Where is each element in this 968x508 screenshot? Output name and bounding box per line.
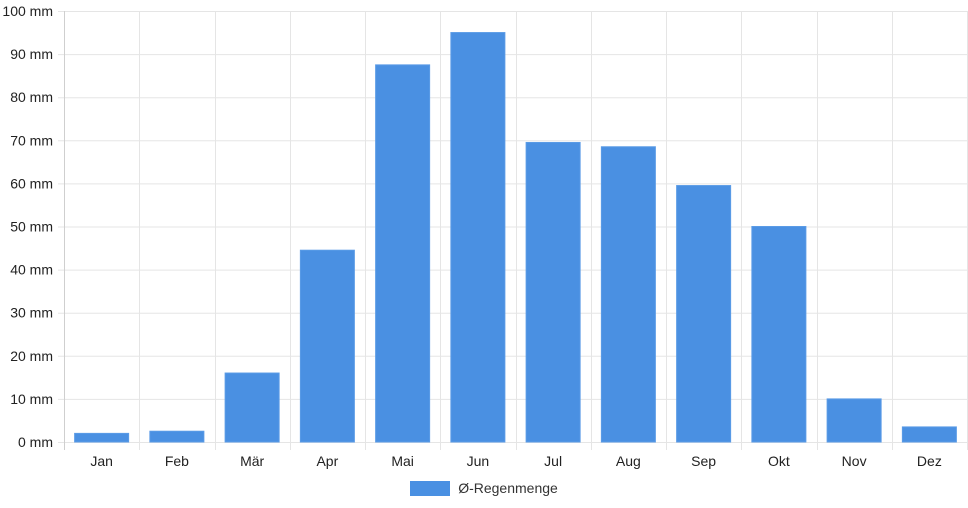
- x-tick-label: Aug: [616, 453, 641, 469]
- bar-apr[interactable]: [299, 249, 355, 443]
- grid: [58, 11, 968, 450]
- y-tick-label: 30 mm: [10, 305, 53, 321]
- bar-sep[interactable]: [676, 185, 732, 443]
- bar-mär[interactable]: [224, 372, 280, 443]
- legend[interactable]: Ø-Regenmenge: [0, 480, 968, 496]
- x-tick-label: Sep: [691, 453, 716, 469]
- y-tick-label: 80 mm: [10, 89, 53, 105]
- x-tick-label: Feb: [165, 453, 189, 469]
- x-tick-label: Mär: [240, 453, 264, 469]
- x-tick-label: Nov: [842, 453, 867, 469]
- bar-mai[interactable]: [375, 64, 431, 443]
- bar-okt[interactable]: [751, 226, 807, 443]
- x-tick-label: Jan: [90, 453, 113, 469]
- legend-swatch: [410, 480, 451, 496]
- x-tick-label: Apr: [316, 453, 338, 469]
- axes: 0 mm 10 mm 20 mm 30 mm 40 mm 50 mm 60 mm 70 mm 8…: [2, 3, 941, 469]
- bar-dez[interactable]: [901, 426, 957, 443]
- bar-nov[interactable]: [826, 398, 882, 443]
- y-tick-label: 60 mm: [10, 175, 53, 191]
- bar-jan[interactable]: [74, 432, 130, 443]
- y-tick-label: 40 mm: [10, 262, 53, 278]
- x-tick-label: Okt: [768, 453, 790, 469]
- y-tick-label: 50 mm: [10, 219, 53, 235]
- bar-jul[interactable]: [525, 141, 581, 443]
- bar-jun[interactable]: [450, 32, 506, 443]
- bar-feb[interactable]: [149, 430, 205, 443]
- x-tick-label: Jul: [544, 453, 562, 469]
- legend-label: Ø-Regenmenge: [458, 480, 558, 496]
- x-tick-label: Dez: [917, 453, 942, 469]
- y-tick-label: 100 mm: [2, 3, 53, 19]
- y-tick-label: 20 mm: [10, 348, 53, 364]
- x-tick-label: Jun: [467, 453, 490, 469]
- y-tick-label: 70 mm: [10, 132, 53, 148]
- y-tick-label: 90 mm: [10, 46, 53, 62]
- bars: [74, 32, 957, 443]
- y-tick-label: 10 mm: [10, 391, 53, 407]
- y-tick-label: 0 mm: [18, 434, 53, 450]
- x-tick-label: Mai: [391, 453, 414, 469]
- bar-aug[interactable]: [600, 146, 656, 443]
